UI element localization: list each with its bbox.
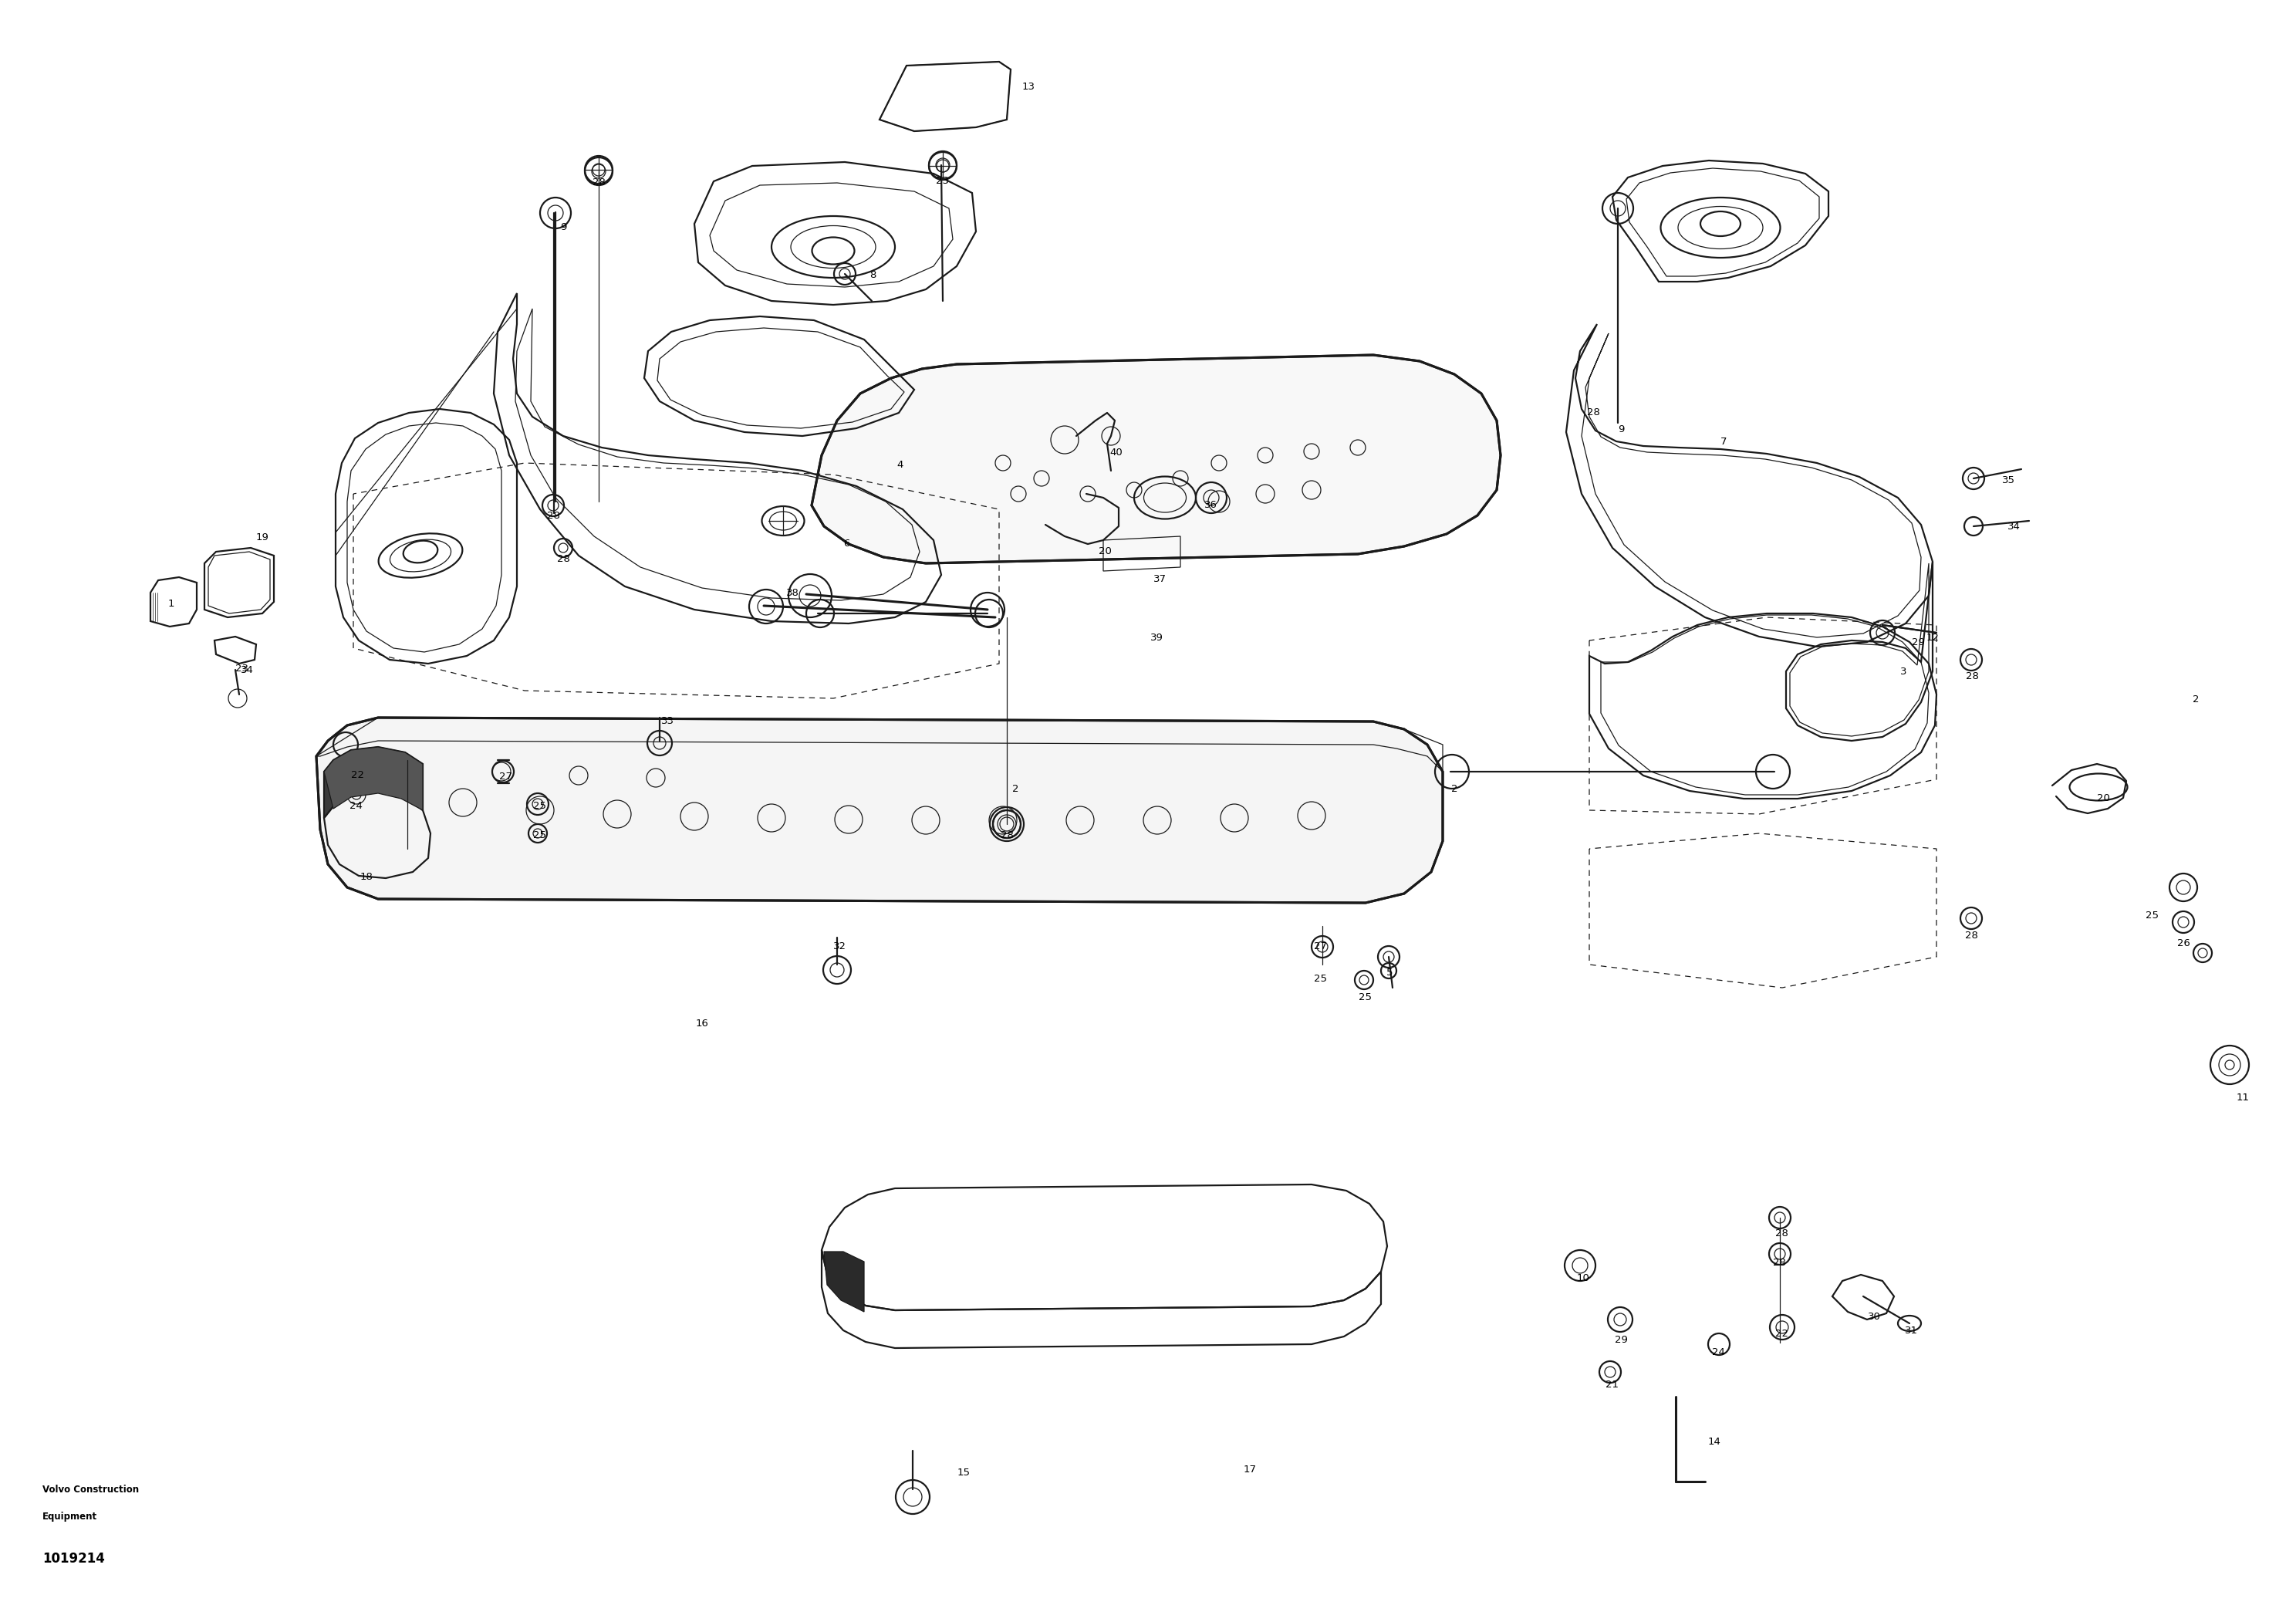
Polygon shape (317, 717, 1442, 903)
Text: 25: 25 (533, 830, 546, 840)
Text: 7: 7 (1720, 436, 1727, 446)
Text: 2: 2 (2193, 694, 2200, 706)
Text: 28: 28 (546, 511, 560, 521)
Text: 30: 30 (1867, 1312, 1880, 1322)
Text: 23: 23 (937, 175, 948, 185)
Text: Volvo Construction: Volvo Construction (41, 1484, 140, 1494)
Text: 36: 36 (1203, 501, 1217, 511)
Text: 28: 28 (592, 178, 606, 188)
Text: 19: 19 (255, 532, 269, 543)
Text: 15: 15 (957, 1468, 971, 1478)
Text: 26: 26 (2177, 939, 2190, 949)
Text: 25: 25 (1359, 993, 1373, 1002)
Text: 25: 25 (533, 801, 546, 811)
Text: 22: 22 (1775, 1328, 1789, 1340)
Text: 20: 20 (1097, 547, 1111, 556)
Text: 5: 5 (1387, 967, 1394, 978)
Text: 16: 16 (696, 1019, 709, 1028)
Text: 28: 28 (1965, 931, 1977, 941)
Text: 21: 21 (1605, 1380, 1619, 1390)
Text: 31: 31 (1903, 1325, 1917, 1335)
Text: 38: 38 (785, 589, 799, 599)
Text: 8: 8 (870, 269, 875, 279)
Text: 1019214: 1019214 (41, 1552, 106, 1565)
Text: 33: 33 (661, 715, 675, 725)
Text: 29: 29 (1913, 637, 1924, 647)
Text: 39: 39 (1150, 633, 1164, 642)
Text: 35: 35 (2002, 475, 2016, 485)
Text: 9: 9 (560, 222, 567, 232)
Text: 40: 40 (1109, 448, 1123, 457)
Text: 11: 11 (2236, 1093, 2250, 1103)
Text: 3: 3 (1901, 667, 1906, 676)
Text: 13: 13 (1022, 81, 1035, 91)
Text: 25: 25 (1313, 973, 1327, 983)
Text: 20: 20 (2096, 793, 2110, 803)
Text: 28: 28 (1965, 672, 1979, 681)
Text: 32: 32 (833, 942, 845, 952)
Text: 37: 37 (1153, 574, 1166, 584)
Text: 24: 24 (1711, 1348, 1724, 1358)
Text: 24: 24 (349, 801, 363, 811)
Text: 27: 27 (501, 772, 512, 782)
Text: 10: 10 (1577, 1273, 1589, 1283)
Polygon shape (810, 355, 1502, 563)
Text: 1: 1 (168, 599, 174, 610)
Text: 25: 25 (2144, 910, 2158, 920)
Text: 12: 12 (1926, 633, 1940, 642)
Polygon shape (324, 748, 422, 817)
Text: 17: 17 (1242, 1465, 1256, 1474)
Text: 2: 2 (1013, 785, 1019, 795)
Text: 2: 2 (1451, 783, 1458, 793)
Polygon shape (324, 748, 422, 811)
Text: 28: 28 (556, 553, 569, 564)
Text: 28: 28 (1001, 830, 1013, 840)
Text: 22: 22 (351, 770, 363, 780)
Text: Equipment: Equipment (41, 1512, 96, 1521)
Text: 14: 14 (1708, 1437, 1720, 1447)
Text: 28: 28 (1773, 1259, 1786, 1268)
Text: 28: 28 (1775, 1228, 1789, 1238)
Text: 23: 23 (234, 663, 248, 673)
Text: 34: 34 (241, 665, 253, 675)
Text: 29: 29 (1614, 1335, 1628, 1345)
Text: 18: 18 (360, 871, 372, 882)
Text: 4: 4 (898, 461, 905, 470)
Text: 6: 6 (843, 539, 850, 548)
Text: 34: 34 (2007, 522, 2020, 532)
Text: 27: 27 (1313, 942, 1327, 952)
Text: 28: 28 (1587, 407, 1600, 417)
Polygon shape (824, 1252, 863, 1312)
Text: 9: 9 (1619, 423, 1623, 435)
